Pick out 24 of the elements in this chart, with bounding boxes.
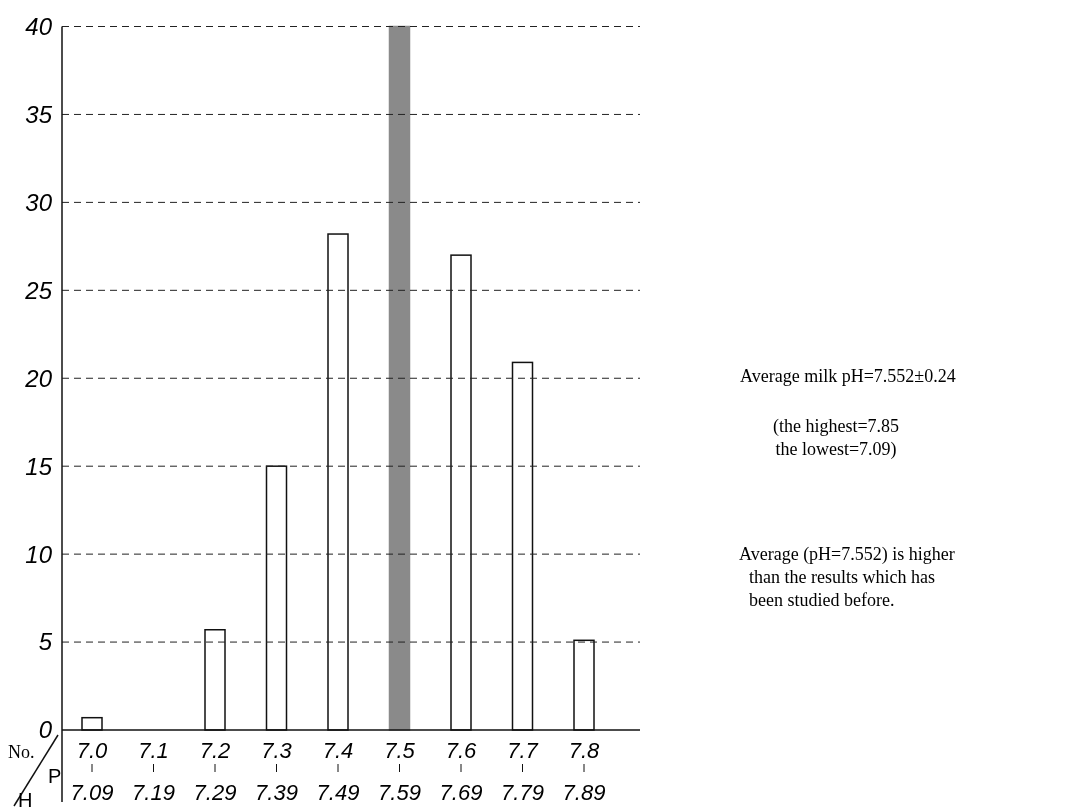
bar	[388, 25, 411, 731]
y-tick-label: 30	[25, 188, 53, 216]
y-tick-label: 10	[25, 540, 53, 568]
x-tick-label: 7.6 7.69	[439, 738, 483, 805]
x-tick-label: 7.5 7.59	[378, 738, 421, 805]
y-tick-label: 25	[24, 276, 53, 304]
y-tick-label: 40	[25, 12, 53, 40]
y-tick-label: 15	[25, 452, 53, 480]
text: Average milk pH=7.552±0.24	[740, 366, 956, 386]
x-tick-label: 7.2 7.29	[193, 738, 237, 805]
x-tick-label: 7.1 7.19	[132, 738, 175, 805]
text: (the highest=7.85 the lowest=7.09)	[772, 416, 900, 460]
y-tick-label: 5	[38, 628, 53, 656]
y-tick-label: 0	[38, 716, 53, 744]
x-tick-label: 7.0 7.09	[70, 738, 114, 805]
x-tick-label: 7.7 7.79	[501, 738, 544, 805]
y-tick-label: 35	[25, 100, 53, 128]
x-tick-label: 7.3 7.39	[255, 738, 298, 805]
y-axis-title: No.	[8, 742, 35, 762]
y-tick-label: 20	[24, 364, 53, 392]
x-tick-label: 7.8 7.89	[562, 738, 606, 805]
text: Average (pH=7.552) is higher than the results which has been studied before.	[739, 544, 955, 610]
x-axis-title: PH	[18, 765, 62, 811]
x-tick-label: 7.4 7.49	[316, 738, 360, 805]
